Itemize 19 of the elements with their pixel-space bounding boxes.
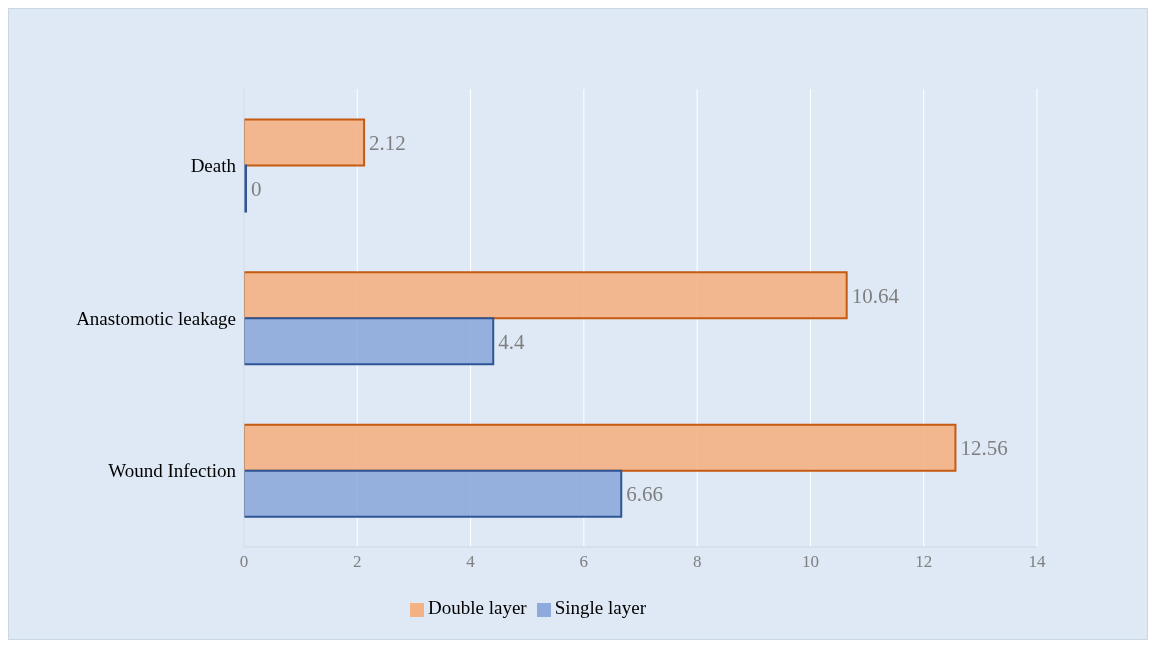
x-tick-label: 2: [353, 552, 362, 572]
data-label: 12.56: [960, 436, 1008, 461]
x-tick-label: 0: [239, 552, 249, 572]
x-tick-label: 6: [579, 552, 589, 572]
x-tick-label: 14: [1028, 552, 1046, 572]
x-tick-label: 8: [692, 552, 702, 572]
legend-label: Double layer: [428, 597, 527, 618]
x-tick-label: 4: [466, 552, 476, 572]
data-label: 10.64: [851, 283, 900, 308]
data-label: 4.4: [498, 329, 525, 354]
y-tick-label: Anastomotic leakage: [76, 307, 236, 329]
legend-label: Single layer: [554, 597, 646, 618]
y-tick-label: Wound Infection: [108, 460, 237, 482]
y-tick-label: Death: [190, 155, 237, 177]
data-label: 2.12: [369, 130, 406, 155]
x-tick-label: 12: [915, 552, 933, 572]
x-tick-label: 10: [801, 552, 819, 572]
data-label: 0: [251, 176, 262, 201]
data-label: 6.66: [626, 482, 663, 507]
